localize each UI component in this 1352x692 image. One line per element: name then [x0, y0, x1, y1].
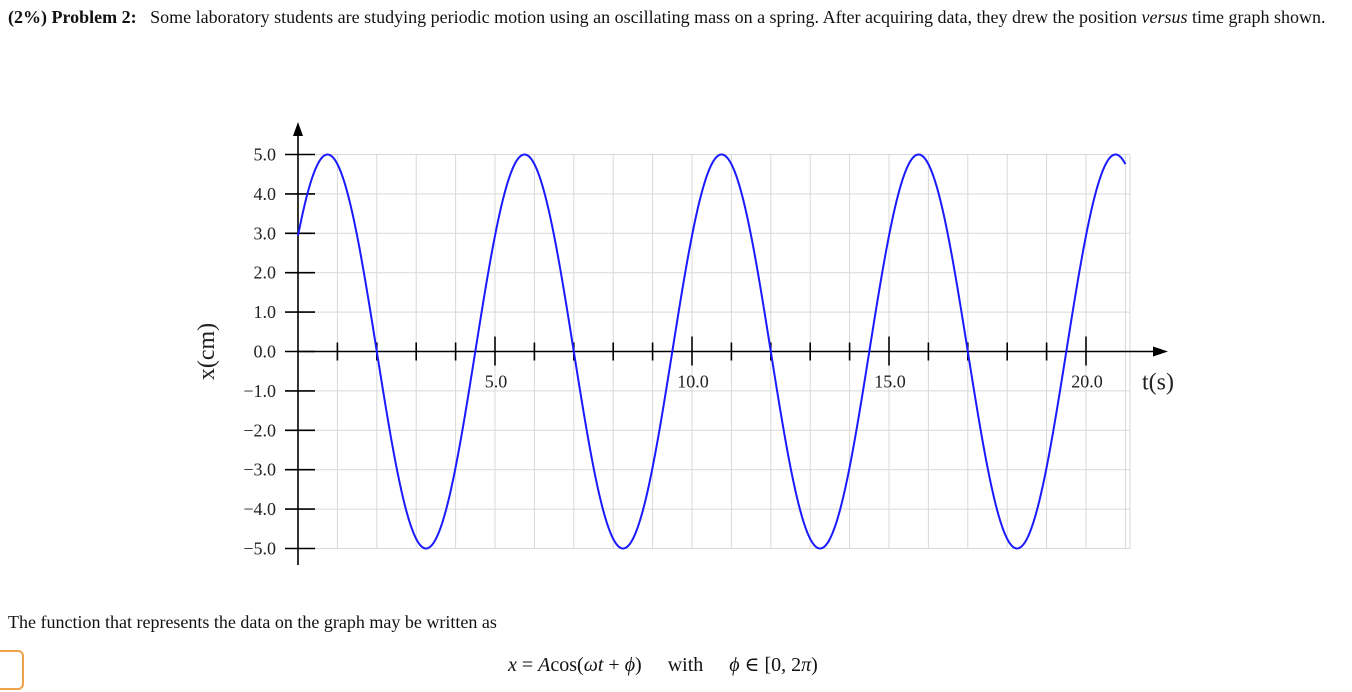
y-tick-label: 2.0: [254, 263, 277, 283]
y-tick-label: 0.0: [254, 342, 277, 362]
y-tick-label: −1.0: [243, 381, 276, 401]
y-axis-label: x(cm): [194, 323, 220, 380]
prompt-text: The function that represents the data on…: [8, 612, 497, 632]
y-tick-label: −5.0: [243, 539, 276, 559]
y-tick-label: −3.0: [243, 460, 276, 480]
problem-statement: (2%) Problem 2: Some laboratory students…: [8, 6, 1338, 29]
y-tick-label: 3.0: [254, 223, 277, 243]
formula-cond-rest: ∈ [0, 2: [739, 654, 802, 676]
problem-points: (2%): [8, 7, 47, 27]
answer-input-box[interactable]: [0, 650, 24, 690]
formula-lhs: x: [508, 654, 517, 676]
problem-emph: versus: [1141, 7, 1188, 27]
y-axis-arrow: [293, 122, 303, 136]
x-tick-label: 10.0: [677, 372, 709, 392]
formula-cond-end: ): [811, 654, 818, 676]
formula-close: ): [635, 654, 642, 676]
x-tick-label: 20.0: [1071, 372, 1103, 392]
problem-label: Problem 2:: [51, 7, 137, 27]
formula-plus: +: [603, 654, 625, 676]
formula-with: with: [667, 654, 704, 676]
x-tick-label: 5.0: [485, 372, 508, 392]
y-tick-label: −2.0: [243, 420, 276, 440]
formula-cond-phi: ϕ: [729, 654, 740, 676]
y-tick-label: 1.0: [254, 302, 277, 322]
x-tick-label: 15.0: [874, 372, 906, 392]
formula-cond-pi: π: [801, 654, 812, 676]
y-tick-label: 5.0: [254, 145, 277, 165]
problem-text-pre: Some laboratory students are studying pe…: [150, 7, 1142, 27]
series-line-position: [297, 153, 1127, 550]
formula-phi: ϕ: [624, 654, 636, 676]
y-tick-label: −4.0: [243, 499, 276, 519]
formula-eq: =: [521, 654, 534, 676]
problem-text-post: time graph shown.: [1187, 7, 1326, 27]
formula-amplitude: A: [538, 654, 551, 676]
x-axis-arrow: [1153, 346, 1168, 357]
y-tick-label: 4.0: [254, 184, 277, 204]
formula-cos: cos(: [550, 654, 584, 676]
formula-omega-t: ωt: [583, 654, 604, 676]
formula: x = Acos(ωt + ϕ) with ϕ ∈ [0, 2π): [508, 652, 818, 677]
x-axis-label: t(s): [1142, 370, 1174, 396]
